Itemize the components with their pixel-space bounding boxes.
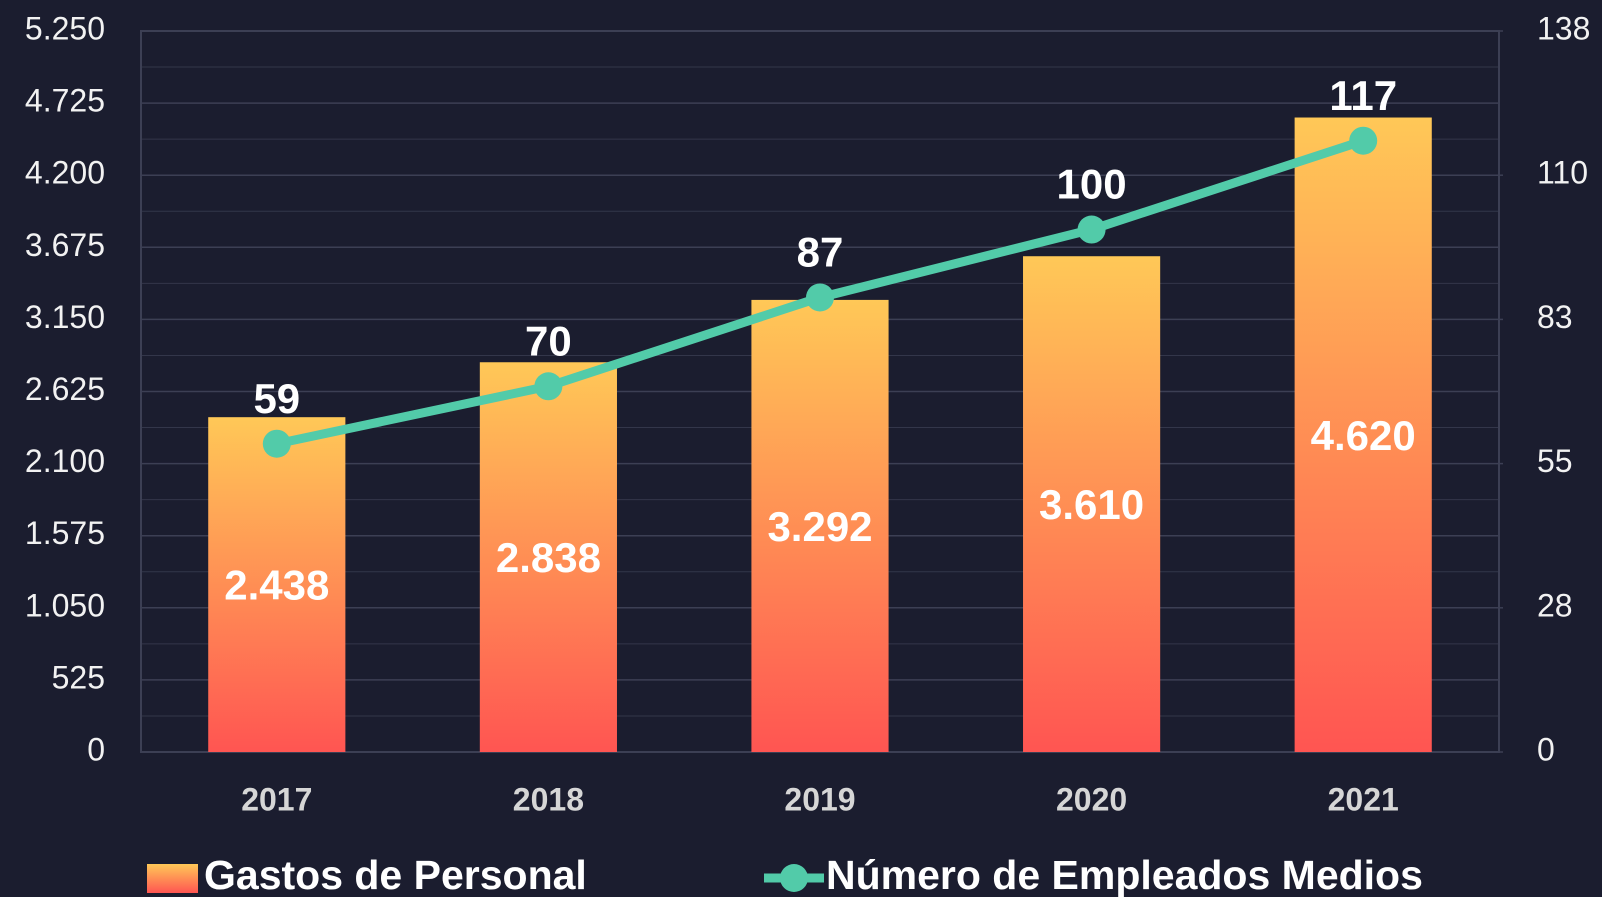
legend: Gastos de Personal Número de Empleados Me… xyxy=(147,852,1423,897)
line-point xyxy=(1349,126,1378,155)
line-value-label: 100 xyxy=(1057,161,1127,208)
bar xyxy=(1294,117,1432,752)
legend-label: Número de Empleados Medios xyxy=(826,852,1423,897)
bar-value-label: 3.610 xyxy=(1039,481,1144,528)
bar xyxy=(751,299,889,752)
bar xyxy=(479,362,617,752)
y-tick-label: 1.050 xyxy=(25,587,105,623)
line-value-label: 70 xyxy=(525,317,572,364)
legend-label: Gastos de Personal xyxy=(204,852,587,897)
line-value-label: 87 xyxy=(797,229,844,276)
y-tick-label: 5.250 xyxy=(25,10,105,46)
y-tick-label: 2.625 xyxy=(25,371,105,407)
y-tick-label: 525 xyxy=(52,659,105,695)
bar-value-label: 2.438 xyxy=(224,562,329,609)
y-tick-label: 4.200 xyxy=(25,155,105,191)
bar-value-label: 4.620 xyxy=(1311,412,1416,459)
x-tick-label: 2018 xyxy=(513,781,584,817)
bar-value-label: 3.292 xyxy=(767,503,872,550)
line-point xyxy=(262,429,291,458)
y2-tick-label: 55 xyxy=(1537,443,1573,479)
bar xyxy=(208,417,346,752)
x-tick-label: 2021 xyxy=(1328,781,1399,817)
legend-swatch xyxy=(147,864,198,893)
y-tick-label: 3.150 xyxy=(25,299,105,335)
y2-tick-label: 28 xyxy=(1537,587,1573,623)
x-tick-label: 2019 xyxy=(784,781,855,817)
y-tick-label: 3.675 xyxy=(25,227,105,263)
line-point xyxy=(534,372,563,401)
y-tick-label: 4.725 xyxy=(25,83,105,119)
x-tick-label: 2020 xyxy=(1056,781,1127,817)
y-tick-label: 2.100 xyxy=(25,443,105,479)
line-point xyxy=(806,283,834,312)
bar xyxy=(1023,256,1161,752)
y2-tick-label: 138 xyxy=(1537,10,1590,46)
y2-tick-label: 110 xyxy=(1537,155,1588,191)
line-point xyxy=(1077,215,1106,244)
y-tick-label: 1.575 xyxy=(25,515,105,551)
line-value-label: 117 xyxy=(1329,72,1397,119)
y-tick-label: 0 xyxy=(87,731,105,767)
legend-marker xyxy=(780,864,808,892)
y2-tick-label: 0 xyxy=(1537,731,1555,767)
line-value-label: 59 xyxy=(253,375,300,422)
x-tick-label: 2017 xyxy=(241,781,312,817)
y2-tick-label: 83 xyxy=(1537,299,1573,335)
bar-value-label: 2.838 xyxy=(496,534,601,581)
